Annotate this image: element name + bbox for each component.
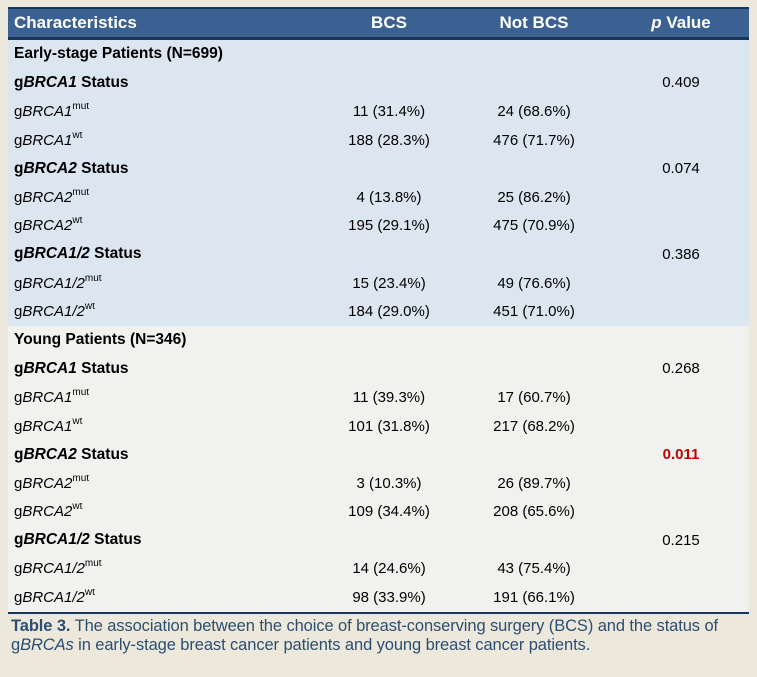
association-table: Characteristics BCS Not BCS p Value Earl… bbox=[8, 7, 749, 612]
not-bcs-cell: 476 (71.7%) bbox=[493, 131, 575, 149]
row-label: gBRCA1mut bbox=[14, 102, 90, 120]
col-header-bcs: BCS bbox=[371, 13, 407, 32]
table-row: gBRCA1/2wt 98 (33.9%) 191 (66.1%) bbox=[8, 583, 749, 612]
row-label: gBRCA2mut bbox=[14, 474, 90, 492]
not-bcs-cell: 451 (71.0%) bbox=[493, 303, 575, 321]
table-row: gBRCA1wt 188 (28.3%) 476 (71.7%) bbox=[8, 125, 749, 155]
not-bcs-cell: 43 (75.4%) bbox=[497, 560, 571, 578]
row-label: gBRCA1/2mut bbox=[14, 274, 102, 292]
table-row: gBRCA1mut 11 (31.4%) 24 (68.6%) bbox=[8, 97, 749, 126]
table-row: gBRCA1/2mut 15 (23.4%) 49 (76.6%) bbox=[8, 268, 749, 298]
caption-label: Table 3. bbox=[11, 616, 71, 635]
p-value-cell: 0.215 bbox=[662, 531, 700, 549]
table-row-status: gBRCA1 Status 0.409 bbox=[8, 68, 749, 98]
p-value-cell-significant: 0.011 bbox=[662, 446, 700, 464]
row-label: Young Patients (N=346) bbox=[14, 331, 187, 349]
row-label: gBRCA1 Status bbox=[14, 73, 129, 91]
table-row: gBRCA1mut 11 (39.3%) 17 (60.7%) bbox=[8, 383, 749, 412]
not-bcs-cell: 475 (70.9%) bbox=[493, 217, 575, 235]
table-caption: Table 3. The association between the cho… bbox=[8, 611, 749, 655]
not-bcs-cell: 49 (76.6%) bbox=[497, 274, 571, 292]
bcs-cell: 3 (10.3%) bbox=[356, 474, 422, 492]
row-label: gBRCA1 Status bbox=[14, 359, 129, 377]
table-row-status: gBRCA1/2 Status 0.386 bbox=[8, 240, 749, 269]
bcs-cell: 184 (29.0%) bbox=[348, 303, 430, 321]
not-bcs-cell: 217 (68.2%) bbox=[493, 417, 575, 435]
col-header-characteristics: Characteristics bbox=[14, 13, 137, 32]
row-label: gBRCA2wt bbox=[14, 217, 83, 235]
bcs-cell: 188 (28.3%) bbox=[348, 131, 430, 149]
table-row: gBRCA2wt 109 (34.4%) 208 (65.6%) bbox=[8, 497, 749, 527]
bcs-cell: 11 (31.4%) bbox=[352, 102, 426, 120]
row-label: gBRCA1/2wt bbox=[14, 303, 95, 321]
bcs-cell: 109 (34.4%) bbox=[348, 503, 430, 521]
table-header-row: Characteristics BCS Not BCS p Value bbox=[8, 7, 749, 40]
row-label: gBRCA2mut bbox=[14, 188, 90, 206]
table-row: gBRCA1/2wt 184 (29.0%) 451 (71.0%) bbox=[8, 297, 749, 326]
not-bcs-cell: 24 (68.6%) bbox=[497, 102, 571, 120]
row-label: gBRCA1/2mut bbox=[14, 560, 102, 578]
row-label: gBRCA2 Status bbox=[14, 159, 129, 177]
row-label: Early-stage Patients (N=699) bbox=[14, 45, 223, 63]
row-label: gBRCA1/2 Status bbox=[14, 531, 142, 549]
row-label: gBRCA1/2wt bbox=[14, 589, 95, 607]
table-row-status: gBRCA1/2 Status 0.215 bbox=[8, 526, 749, 555]
caption-gene-name: BRCAs bbox=[20, 635, 74, 654]
row-label: gBRCA1wt bbox=[14, 131, 83, 149]
bcs-cell: 14 (24.6%) bbox=[352, 560, 426, 578]
p-value-cell: 0.074 bbox=[662, 160, 700, 178]
not-bcs-cell: 26 (89.7%) bbox=[497, 474, 571, 492]
col-header-not-bcs: Not BCS bbox=[499, 13, 569, 32]
table-row-section: Early-stage Patients (N=699) bbox=[8, 40, 749, 69]
p-value-cell: 0.268 bbox=[662, 360, 700, 378]
table-row: gBRCA1wt 101 (31.8%) 217 (68.2%) bbox=[8, 411, 749, 441]
table-row: gBRCA2mut 3 (10.3%) 26 (89.7%) bbox=[8, 468, 749, 498]
col-header-p-value: p Value bbox=[651, 13, 711, 32]
not-bcs-cell: 17 (60.7%) bbox=[497, 388, 571, 406]
row-label: gBRCA1mut bbox=[14, 388, 90, 406]
table-row-status: gBRCA2 Status 0.074 bbox=[8, 154, 749, 183]
table-row-status: gBRCA2 Status 0.011 bbox=[8, 440, 749, 469]
row-label: gBRCA2wt bbox=[14, 503, 83, 521]
row-label: gBRCA1wt bbox=[14, 417, 83, 435]
row-label: gBRCA1/2 Status bbox=[14, 245, 142, 263]
row-label: gBRCA2 Status bbox=[14, 445, 129, 463]
bcs-cell: 101 (31.8%) bbox=[348, 417, 430, 435]
table-row-status: gBRCA1 Status 0.268 bbox=[8, 354, 749, 384]
not-bcs-cell: 191 (66.1%) bbox=[493, 589, 575, 607]
bcs-cell: 11 (39.3%) bbox=[352, 388, 426, 406]
table-row: gBRCA1/2mut 14 (24.6%) 43 (75.4%) bbox=[8, 554, 749, 584]
table-row: gBRCA2mut 4 (13.8%) 25 (86.2%) bbox=[8, 182, 749, 212]
bcs-cell: 195 (29.1%) bbox=[348, 217, 430, 235]
caption-text-end: in early-stage breast cancer patients an… bbox=[73, 635, 591, 654]
caption-text: The association between the choice of br… bbox=[11, 616, 719, 654]
bcs-cell: 4 (13.8%) bbox=[356, 188, 422, 206]
bcs-cell: 98 (33.9%) bbox=[352, 589, 426, 607]
p-value-cell: 0.409 bbox=[662, 74, 700, 92]
p-value-cell: 0.386 bbox=[662, 245, 700, 263]
table-row: gBRCA2wt 195 (29.1%) 475 (70.9%) bbox=[8, 211, 749, 241]
bcs-cell: 15 (23.4%) bbox=[352, 274, 426, 292]
not-bcs-cell: 208 (65.6%) bbox=[493, 503, 575, 521]
not-bcs-cell: 25 (86.2%) bbox=[497, 188, 571, 206]
table-row-section: Young Patients (N=346) bbox=[8, 325, 749, 355]
